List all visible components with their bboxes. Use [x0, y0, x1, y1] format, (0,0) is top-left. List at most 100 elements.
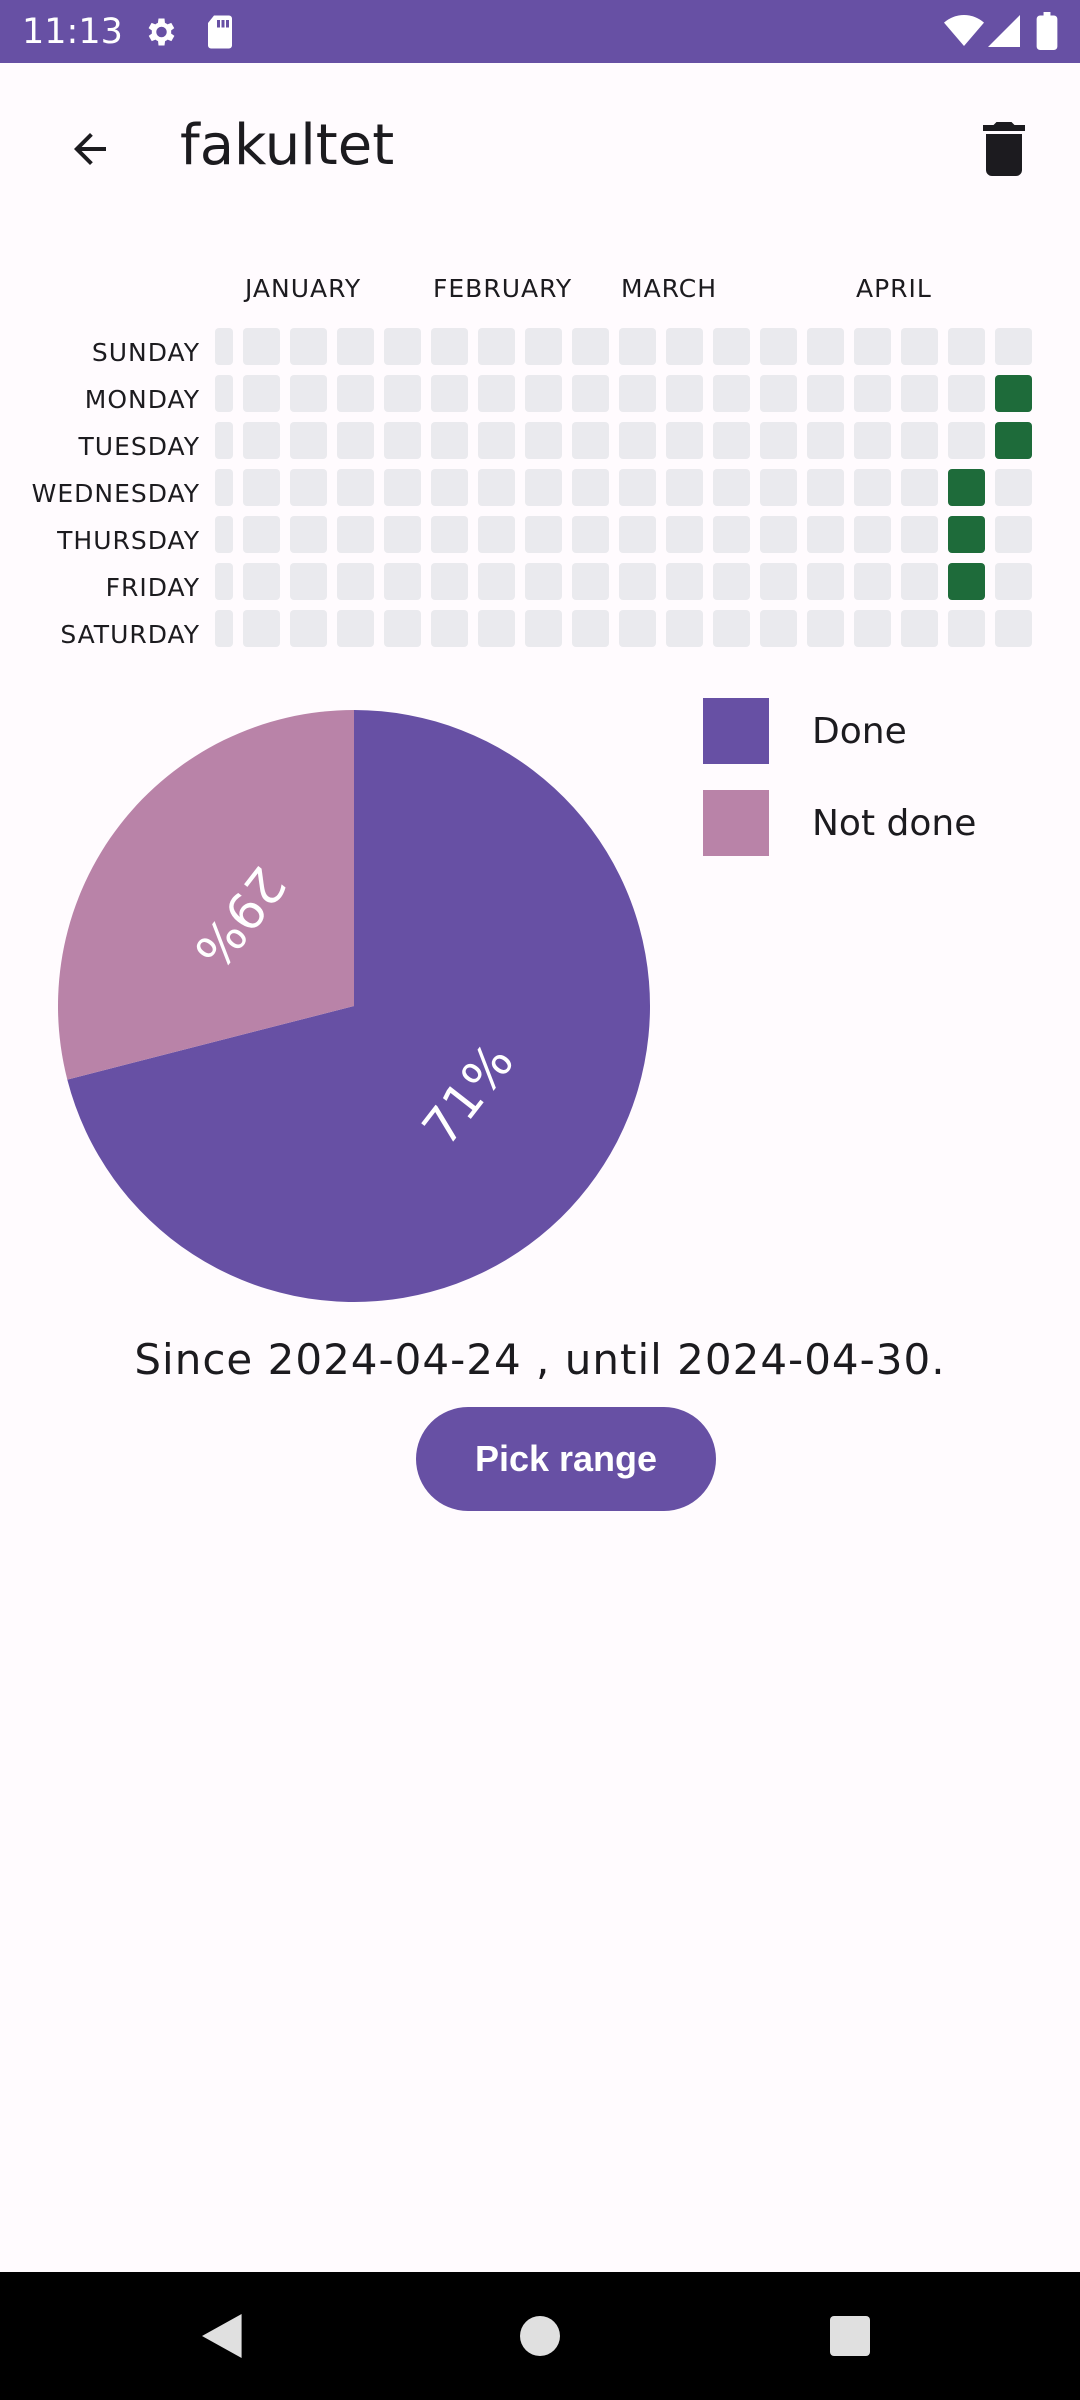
- heatmap-cell: [384, 328, 421, 365]
- heatmap-cell: [572, 328, 609, 365]
- heatmap-cell: [384, 469, 421, 506]
- heatmap-cell-done: [995, 422, 1032, 459]
- heatmap-cell: [290, 375, 327, 412]
- heatmap-cell-done: [948, 469, 985, 506]
- heatmap-cell: [215, 375, 233, 412]
- heatmap-cell: [290, 563, 327, 600]
- delete-button[interactable]: [970, 115, 1038, 183]
- heatmap-cell: [337, 375, 374, 412]
- heatmap-cell: [666, 328, 703, 365]
- status-bar: 11:13: [0, 0, 1080, 63]
- heatmap-cell: [384, 563, 421, 600]
- heatmap-cell: [525, 469, 562, 506]
- heatmap-cell: [713, 422, 750, 459]
- heatmap-cell: [619, 375, 656, 412]
- heatmap-cell: [760, 422, 797, 459]
- legend-item-not-done: Not done: [703, 790, 976, 856]
- heatmap-cell: [995, 516, 1032, 553]
- heatmap-cell: [713, 516, 750, 553]
- pick-range-button[interactable]: Pick range: [416, 1407, 716, 1511]
- heatmap-cell: [948, 610, 985, 647]
- heatmap-cell: [713, 563, 750, 600]
- heatmap-cell: [619, 516, 656, 553]
- heatmap-cell: [760, 375, 797, 412]
- nav-back-button[interactable]: [190, 2302, 258, 2370]
- heatmap-cell: [713, 328, 750, 365]
- heatmap-cell: [572, 422, 609, 459]
- heatmap-cell: [478, 563, 515, 600]
- heatmap-cell: [431, 422, 468, 459]
- heatmap-cell: [807, 610, 844, 647]
- home-circle-icon: [520, 2316, 560, 2356]
- battery-icon: [1036, 12, 1058, 55]
- heatmap-cell: [901, 516, 938, 553]
- heatmap-cell: [713, 469, 750, 506]
- heatmap-cell: [854, 469, 891, 506]
- heatmap-cell: [807, 516, 844, 553]
- heatmap-cell: [243, 516, 280, 553]
- status-time: 11:13: [22, 12, 123, 52]
- nav-recents-button[interactable]: [816, 2302, 884, 2370]
- pie-slice-done: [67, 710, 651, 1302]
- heatmap-cell: [478, 375, 515, 412]
- back-triangle-icon: [202, 2314, 242, 2358]
- month-label-april: APRIL: [856, 274, 932, 303]
- heatmap-cell: [713, 610, 750, 647]
- heatmap-cell: [854, 563, 891, 600]
- heatmap-cell: [854, 422, 891, 459]
- heatmap-cell: [243, 563, 280, 600]
- heatmap-cell: [337, 422, 374, 459]
- heatmap-cell: [995, 610, 1032, 647]
- heatmap-cell: [431, 516, 468, 553]
- heatmap-cell: [478, 516, 515, 553]
- nav-home-button[interactable]: [506, 2302, 574, 2370]
- sd-card-icon: [204, 14, 236, 55]
- heatmap-cell: [431, 469, 468, 506]
- heatmap-cell: [666, 516, 703, 553]
- heatmap-cell: [243, 422, 280, 459]
- heatmap-cell: [760, 610, 797, 647]
- heatmap-cell: [290, 610, 327, 647]
- heatmap-cell: [901, 563, 938, 600]
- legend-label-not-done: Not done: [812, 802, 977, 844]
- back-button[interactable]: [56, 115, 124, 183]
- activity-heatmap: JANUARY FEBRUARY MARCH APRIL SUNDAY MOND…: [0, 260, 1080, 660]
- heatmap-cell: [478, 469, 515, 506]
- heatmap-cell: [948, 422, 985, 459]
- heatmap-cell: [666, 422, 703, 459]
- heatmap-cell: [290, 328, 327, 365]
- heatmap-cell: [572, 563, 609, 600]
- day-label-thursday: THURSDAY: [57, 526, 200, 555]
- pie-chart: 71% 29%: [57, 710, 651, 1302]
- month-label-march: MARCH: [621, 274, 718, 303]
- month-label-january: JANUARY: [245, 274, 362, 303]
- heatmap-cell: [572, 516, 609, 553]
- heatmap-cell: [215, 610, 233, 647]
- heatmap-cell: [619, 610, 656, 647]
- heatmap-cell: [619, 563, 656, 600]
- heatmap-cell: [807, 375, 844, 412]
- heatmap-cell: [572, 375, 609, 412]
- date-range-text: Since 2024-04-24 , until 2024-04-30.: [134, 1335, 946, 1384]
- heatmap-cell: [948, 328, 985, 365]
- settings-icon: [142, 14, 178, 55]
- heatmap-cell: [619, 469, 656, 506]
- heatmap-cell: [995, 563, 1032, 600]
- day-label-sunday: SUNDAY: [91, 338, 200, 367]
- page-title: fakultet: [180, 113, 395, 178]
- heatmap-cell: [290, 422, 327, 459]
- arrow-left-icon: [74, 133, 106, 165]
- month-label-february: FEBRUARY: [433, 274, 573, 303]
- heatmap-cell: [384, 516, 421, 553]
- heatmap-cell: [760, 328, 797, 365]
- heatmap-cell: [807, 469, 844, 506]
- heatmap-cell: [243, 328, 280, 365]
- heatmap-cell: [384, 422, 421, 459]
- heatmap-cell: [807, 422, 844, 459]
- day-label-tuesday: TUESDAY: [78, 432, 200, 461]
- heatmap-cell: [807, 563, 844, 600]
- pie-slice-not-done: [57, 710, 354, 1080]
- heatmap-cell: [854, 516, 891, 553]
- heatmap-cell: [525, 563, 562, 600]
- heatmap-cell-done: [995, 375, 1032, 412]
